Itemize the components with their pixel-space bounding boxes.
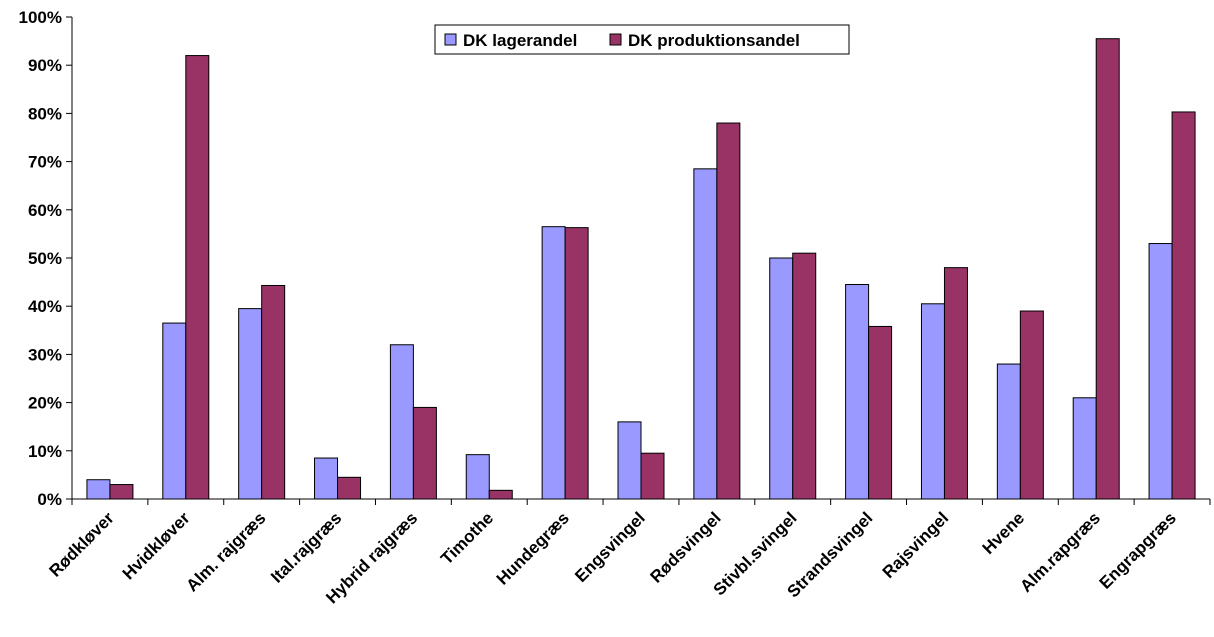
- bar-produktionsandel: [792, 252, 817, 500]
- bar-lagerandel: [314, 457, 339, 500]
- x-category-label: Hvidkløver: [119, 508, 194, 583]
- y-tick-label: 40%: [28, 297, 62, 316]
- x-category-label: Engsvingel: [571, 508, 649, 586]
- x-category-label: Timothe: [437, 508, 497, 568]
- y-tick-label: 80%: [28, 104, 62, 123]
- x-category-label: Alm.rapgræs: [1016, 508, 1104, 596]
- bar-produktionsandel: [185, 55, 210, 500]
- legend-swatch-produktionsandel: [609, 33, 622, 46]
- x-category-label: Rødsvingel: [646, 508, 724, 586]
- y-tick-label: 90%: [28, 56, 62, 75]
- legend-label-produktionsandel: DK produktionsandel: [628, 31, 800, 50]
- x-category-label: Hundegræs: [493, 508, 573, 588]
- y-tick-label: 70%: [28, 153, 62, 172]
- x-category-label: Rødkløver: [46, 508, 118, 580]
- bar-produktionsandel: [412, 406, 437, 500]
- x-category-label: Ital.rajgræs: [267, 508, 345, 586]
- bar-produktionsandel: [1095, 38, 1120, 500]
- bar-lagerandel: [162, 322, 187, 500]
- bar-produktionsandel: [261, 284, 286, 500]
- y-tick-label: 100%: [19, 8, 62, 27]
- bar-produktionsandel: [1171, 111, 1196, 500]
- bar-produktionsandel: [1019, 310, 1044, 500]
- bar-lagerandel: [465, 454, 490, 500]
- bar-lagerandel: [845, 284, 870, 500]
- bar-lagerandel: [996, 363, 1021, 500]
- x-category-label: Hvene: [979, 508, 1029, 558]
- bar-produktionsandel: [109, 484, 134, 500]
- bar-produktionsandel: [564, 227, 589, 500]
- y-tick-label: 50%: [28, 249, 62, 268]
- y-tick-label: 60%: [28, 201, 62, 220]
- legend-swatch-lagerandel: [444, 33, 457, 46]
- x-category-label: Engrapgræs: [1096, 508, 1180, 592]
- y-tick-label: 30%: [28, 345, 62, 364]
- legend-label-lagerandel: DK lagerandel: [463, 31, 577, 50]
- y-tick-label: 0%: [37, 490, 62, 509]
- bars: [86, 38, 1196, 500]
- bar-lagerandel: [617, 421, 642, 500]
- y-tick-label: 10%: [28, 442, 62, 461]
- legend: DK lagerandel DK produktionsandel: [434, 24, 850, 55]
- bar-lagerandel: [769, 257, 794, 500]
- bar-produktionsandel: [868, 325, 893, 500]
- bar-lagerandel: [86, 479, 111, 500]
- legend-box: [434, 24, 850, 55]
- bar-lagerandel: [1148, 243, 1173, 500]
- bar-lagerandel: [389, 344, 414, 500]
- bar-produktionsandel: [716, 122, 741, 500]
- bar-lagerandel: [541, 226, 566, 500]
- bar-lagerandel: [238, 308, 263, 500]
- bar-lagerandel: [1072, 397, 1097, 500]
- y-axis: 0% 10% 20% 30% 40% 50% 60% 70% 80% 90% 100%: [19, 8, 73, 509]
- bar-produktionsandel: [943, 267, 968, 500]
- bar-lagerandel: [920, 303, 945, 500]
- bar-produktionsandel: [640, 452, 665, 500]
- bar-produktionsandel: [488, 489, 513, 500]
- bar-produktionsandel: [337, 476, 362, 500]
- x-category-label: Rajsvingel: [879, 508, 953, 582]
- y-tick-label: 20%: [28, 394, 62, 413]
- x-category-label: Alm. rajgræs: [183, 508, 270, 595]
- bar-lagerandel: [693, 168, 718, 500]
